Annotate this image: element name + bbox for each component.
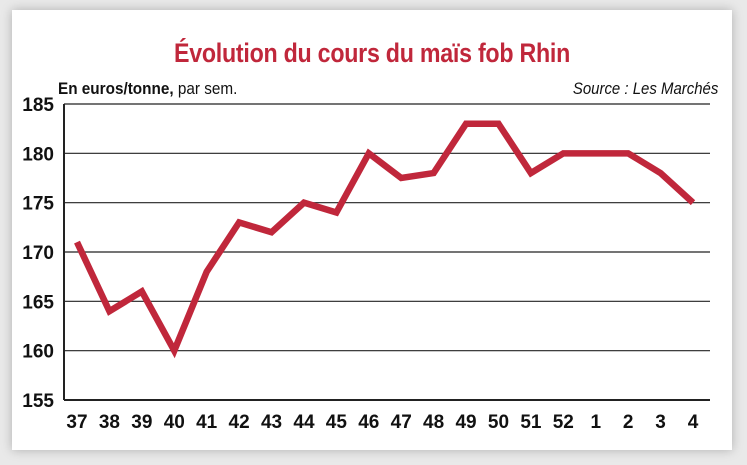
grid-lines bbox=[63, 103, 710, 401]
y-tick-label: 185 bbox=[22, 95, 54, 116]
y-tick-label: 180 bbox=[22, 144, 54, 165]
x-tick-label: 50 bbox=[488, 412, 509, 433]
x-tick-label: 47 bbox=[391, 412, 412, 433]
y-axis-unit-bold: En euros/tonne, bbox=[58, 79, 174, 98]
x-tick-label: 39 bbox=[131, 412, 152, 433]
x-tick-label: 42 bbox=[229, 412, 250, 433]
y-tick-label: 165 bbox=[22, 292, 54, 313]
y-tick-label: 155 bbox=[22, 391, 54, 412]
x-tick-label: 48 bbox=[423, 412, 444, 433]
series-layer bbox=[74, 120, 696, 359]
chart-title: Évolution du cours du maïs fob Rhin bbox=[173, 38, 571, 68]
y-tick-label: 175 bbox=[22, 194, 54, 215]
y-tick-labels: 155 160 165 170 175 180 185 bbox=[22, 95, 54, 412]
x-tick-label: 49 bbox=[455, 412, 476, 433]
x-tick-label: 37 bbox=[66, 412, 87, 433]
x-tick-label: 2 bbox=[623, 412, 634, 433]
x-tick-label: 40 bbox=[164, 412, 185, 433]
x-tick-label: 45 bbox=[326, 412, 348, 433]
y-axis-unit-rest: par sem. bbox=[173, 79, 238, 98]
x-tick-label: 44 bbox=[293, 412, 315, 433]
x-tick-label: 46 bbox=[358, 412, 379, 433]
x-tick-labels: 37 38 39 40 41 42 43 44 45 46 47 48 49 50 51 52 1 2 3 4 bbox=[66, 412, 698, 433]
y-tick-label: 170 bbox=[22, 243, 54, 264]
price-series-line bbox=[74, 120, 696, 359]
chart-card: Évolution du cours du maïs fob Rhin En e… bbox=[12, 10, 732, 450]
x-tick-label: 52 bbox=[553, 412, 574, 433]
x-tick-label: 43 bbox=[261, 412, 282, 433]
x-tick-label: 38 bbox=[99, 412, 120, 433]
y-tick-label: 160 bbox=[22, 342, 54, 363]
x-tick-label: 3 bbox=[655, 412, 666, 433]
chart-source: Source : Les Marchés bbox=[572, 79, 718, 98]
x-tick-label: 1 bbox=[590, 412, 601, 433]
x-tick-label: 51 bbox=[520, 412, 542, 433]
x-tick-label: 4 bbox=[688, 412, 699, 433]
x-tick-label: 41 bbox=[196, 412, 218, 433]
y-axis-unit-label: En euros/tonne, par sem. bbox=[58, 79, 237, 99]
